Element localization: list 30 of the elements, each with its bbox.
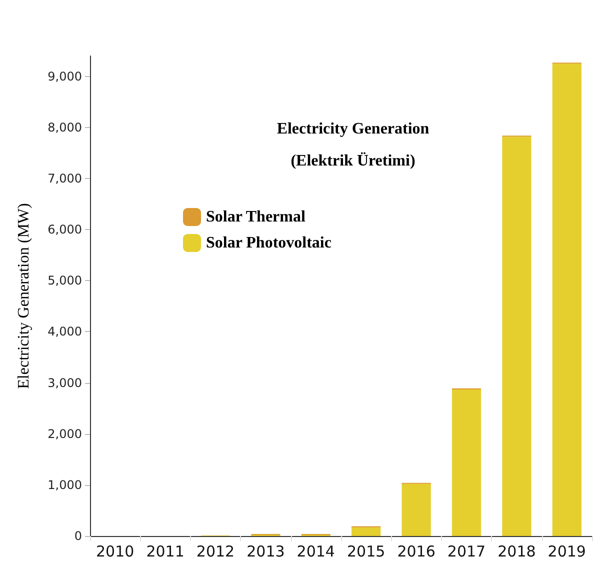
bar: [402, 484, 431, 536]
bar: [552, 64, 582, 536]
text: (Elektrik Üretimi): [290, 152, 416, 170]
y-tick-label: 1,000: [48, 478, 82, 492]
y-tick-label: 4,000: [48, 324, 82, 339]
x-tick-label: 2019: [548, 542, 586, 560]
legend-label: Solar Photovoltaic: [206, 234, 332, 252]
y-tick-label: 5,000: [48, 274, 82, 288]
x-tick-label: 2010: [96, 542, 134, 560]
x-tick-label: 2012: [196, 542, 235, 560]
y-tick-label: 9,000: [48, 69, 82, 84]
y-tick-label: 2,000: [48, 426, 82, 441]
bar: [502, 136, 532, 536]
y-tick-label: 3,000: [48, 376, 82, 390]
x-tick-label: 2016: [397, 542, 436, 560]
x-tick-label: 2017: [447, 542, 486, 560]
legend-label: Solar Thermal: [206, 208, 306, 226]
bar: [352, 527, 381, 536]
x-tick-label: 2013: [246, 542, 285, 560]
y-tick-label: 6,000: [48, 222, 82, 237]
x-tick-label: 2015: [347, 542, 386, 560]
y-tick-label: 0: [74, 529, 82, 543]
bar: [452, 389, 482, 536]
x-tick-label: 2018: [498, 542, 536, 560]
text: Electricity Generation: [276, 120, 430, 138]
y-tick-label: 7,000: [48, 172, 82, 186]
y-tick-label: 8,000: [48, 120, 82, 134]
x-tick-label: 2011: [146, 542, 184, 560]
x-tick-label: 2014: [296, 542, 335, 560]
y-axis-title: Electricity Generation (MW): [16, 203, 32, 389]
